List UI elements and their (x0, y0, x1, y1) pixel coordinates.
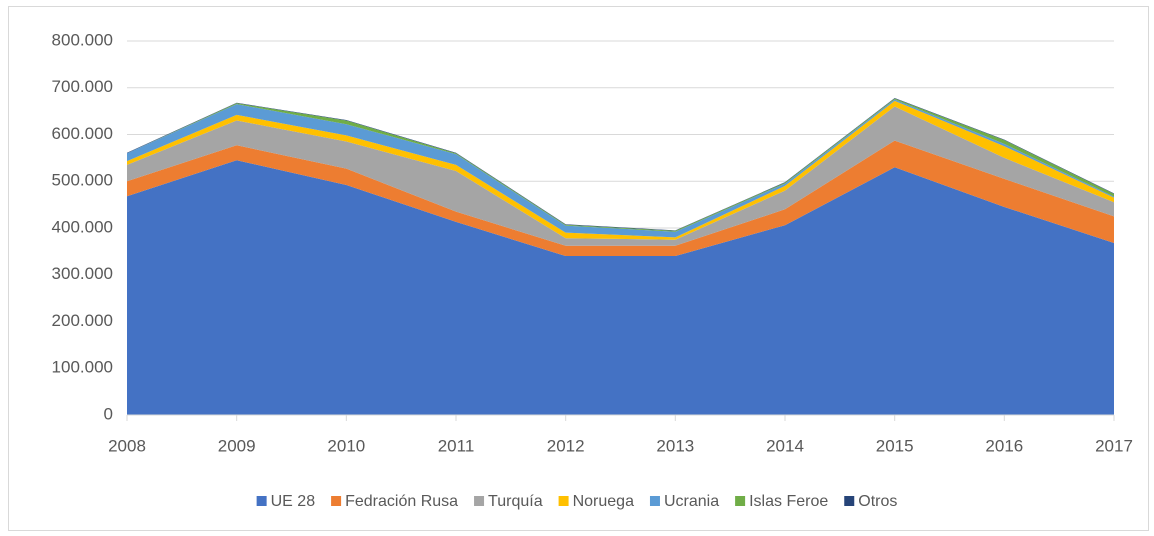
area (127, 99, 1114, 238)
x-tick-label: 2008 (108, 436, 146, 455)
y-tick-label: 100.000 (52, 358, 113, 377)
legend-swatch (558, 496, 569, 506)
legend-swatch (474, 496, 485, 506)
y-tick-label: 400.000 (52, 217, 113, 236)
legend-label: UE 28 (271, 493, 316, 510)
legend-label: Ucrania (664, 493, 719, 510)
legend-label: Otros (858, 493, 897, 510)
x-tick-label: 2011 (438, 436, 475, 455)
legend-label: Turquía (488, 493, 543, 510)
y-tick-label: 700.000 (52, 77, 113, 96)
legend-swatch (844, 496, 855, 506)
x-tick-label: 2010 (327, 436, 365, 455)
legend-swatch (331, 496, 342, 506)
x-tick-label: 2016 (985, 436, 1023, 455)
x-tick-label: 2015 (876, 436, 914, 455)
y-tick-label: 300.000 (52, 264, 113, 283)
legend-swatch (735, 496, 746, 506)
legend-label: Fedración Rusa (345, 493, 458, 510)
y-tick-label: 200.000 (52, 311, 113, 330)
x-tick-label: 2014 (766, 436, 804, 455)
x-tick-label: 2012 (547, 436, 585, 455)
area (127, 160, 1114, 415)
x-tick-label: 2017 (1095, 436, 1133, 455)
y-tick-label: 800.000 (52, 30, 113, 49)
x-tick-label: 2013 (656, 436, 694, 455)
area (127, 106, 1114, 246)
legend-label: Noruega (573, 493, 634, 510)
legend-swatch (649, 496, 660, 506)
legend-label: Islas Feroe (749, 493, 828, 510)
area (127, 140, 1114, 257)
y-tick-label: 600.000 (52, 124, 113, 143)
y-tick-label: 0 (104, 404, 113, 423)
x-tick-label: 2009 (218, 436, 256, 455)
legend-swatch (256, 496, 267, 506)
y-tick-label: 500.000 (52, 171, 113, 190)
